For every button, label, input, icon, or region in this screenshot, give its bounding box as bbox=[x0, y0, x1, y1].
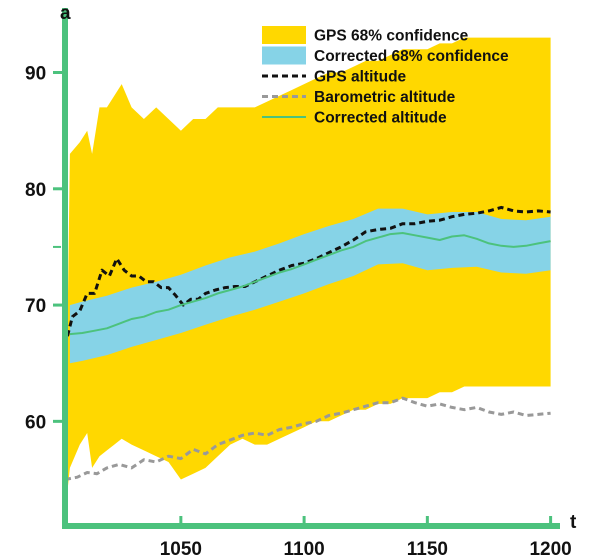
y-tick-label-60: 60 bbox=[25, 412, 46, 433]
legend-gps-band-label: GPS 68% confidence bbox=[314, 28, 469, 45]
plot-series-group bbox=[65, 37, 551, 515]
x-axis-label: t bbox=[570, 512, 577, 533]
legend-corrected-band-swatch bbox=[262, 46, 306, 65]
y-axis-label: a bbox=[60, 3, 71, 24]
legend-baro-line-label: Barometric altitude bbox=[314, 89, 456, 106]
legend-corrected-band-label: Corrected 68% confidence bbox=[314, 48, 509, 65]
plot-area bbox=[65, 37, 551, 515]
corrected-line-series bbox=[69, 232, 551, 336]
y-tick-label-90: 90 bbox=[25, 64, 46, 85]
y-tick-label-80: 80 bbox=[25, 180, 46, 201]
y-tick-label-70: 70 bbox=[25, 296, 46, 317]
x-tick-label-1100: 1100 bbox=[283, 539, 324, 559]
x-tick-label-1150: 1150 bbox=[407, 539, 448, 559]
legend-gps-line-label: GPS altitude bbox=[314, 69, 407, 86]
legend: GPS 68% confidence Corrected 68% confiden… bbox=[262, 26, 509, 127]
baro-line-series bbox=[65, 396, 551, 481]
axes: 60 70 80 90 1050 1100 1150 1200 a t bbox=[25, 3, 577, 559]
corrected-band-area bbox=[69, 208, 551, 364]
x-tick-label-1050: 1050 bbox=[160, 539, 202, 559]
x-tick-label-1200: 1200 bbox=[529, 539, 571, 559]
legend-gps-band-swatch bbox=[262, 26, 306, 44]
legend-corrected-line-label: Corrected altitude bbox=[314, 110, 447, 127]
